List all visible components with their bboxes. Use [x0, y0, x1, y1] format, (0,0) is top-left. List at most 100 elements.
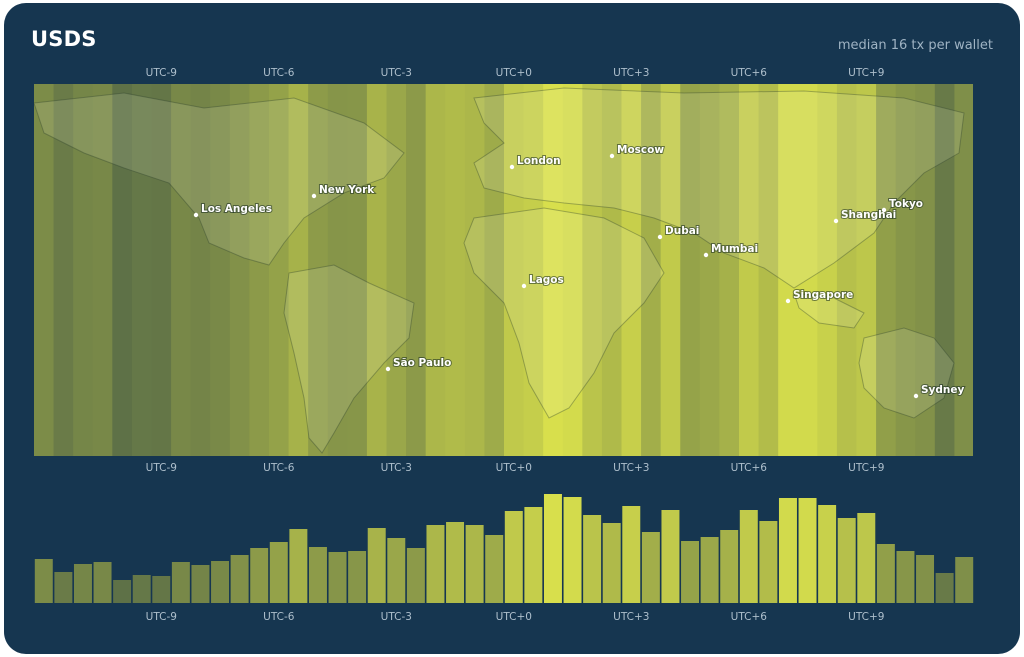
histogram-bar: [739, 510, 758, 603]
timezone-band: [543, 84, 564, 456]
timezone-band: [445, 84, 466, 456]
timezone-band: [347, 84, 368, 456]
middle-axis-ticks: UTC-9 UTC-6 UTC-3 UTC+0 UTC+3 UTC+6 UTC+9: [146, 462, 885, 474]
histogram-bar: [681, 541, 700, 603]
histogram-bar: [387, 538, 406, 603]
histogram-bar: [406, 548, 425, 603]
timezone-band: [699, 84, 721, 456]
histogram-bar: [720, 530, 739, 603]
axis-tick-label: UTC+6: [731, 462, 768, 474]
axis-tick-label: UTC+0: [496, 462, 532, 474]
landmass-north-america: [33, 92, 405, 266]
city-label: Lagos: [529, 274, 564, 286]
timezone-band: [641, 84, 662, 456]
top-axis-ticks: UTC-9 UTC-6 UTC-3 UTC+0 UTC+3 UTC+6 UTC+9: [146, 67, 885, 79]
timezone-band: [876, 84, 897, 456]
landmass-south-america: [283, 264, 415, 454]
histogram-bars: [34, 494, 974, 603]
city-label: São Paulo: [393, 357, 451, 369]
histogram-bar: [191, 565, 210, 603]
timezone-band: [836, 84, 858, 456]
histogram-bar: [504, 511, 523, 603]
histogram-bar: [818, 505, 837, 603]
city-label: Sydney: [921, 384, 965, 396]
timezone-band: [288, 84, 309, 456]
timezone-band: [562, 84, 583, 456]
histogram-bar: [700, 537, 719, 603]
city-dot: [609, 153, 615, 159]
histogram-bar: [269, 542, 288, 603]
histogram-bar: [73, 564, 92, 603]
histogram-bar: [798, 498, 817, 603]
axis-tick-label: UTC-3: [381, 611, 412, 623]
landmass-southeast-asia: [793, 292, 865, 329]
landmass-europe-asia: [473, 87, 965, 289]
axis-tick-label: UTC+0: [496, 67, 532, 79]
histogram-bar: [876, 544, 895, 603]
histogram-bar: [602, 523, 621, 603]
histogram-bar: [524, 507, 543, 603]
city-dot: [385, 366, 391, 372]
histogram-bar: [113, 580, 132, 603]
timezone-band: [797, 84, 818, 456]
land-masses: [33, 87, 965, 454]
city-dot: [785, 298, 791, 304]
timezone-band: [895, 84, 916, 456]
city-label: Tokyo: [889, 198, 923, 210]
histogram-bar: [661, 510, 680, 603]
histogram-bar: [230, 555, 249, 603]
timezone-band: [386, 84, 407, 456]
timezone-band: [151, 84, 172, 456]
axis-tick-label: UTC+0: [496, 611, 532, 623]
histogram-bar: [641, 532, 660, 603]
landmass-australia: [858, 327, 955, 419]
histogram-bar: [583, 515, 602, 603]
chart-title: USDS: [31, 27, 97, 51]
histogram-bar: [837, 518, 856, 603]
timezone-band: [680, 84, 701, 456]
timezone-band: [366, 84, 388, 456]
timezone-band: [856, 84, 877, 456]
histogram-bar: [250, 548, 269, 603]
histogram-bar: [308, 547, 327, 603]
city-markers: Los Angeles New York London Moscow Dubai Mumb…: [193, 143, 966, 399]
axis-tick-label: UTC+9: [848, 67, 884, 79]
axis-tick-label: UTC+9: [848, 611, 884, 623]
timezone-band: [954, 84, 973, 456]
city-label: New York: [319, 184, 375, 196]
histogram-bar: [916, 555, 935, 603]
histogram-bar: [348, 551, 367, 603]
timezone-band: [73, 84, 94, 456]
histogram-bar: [485, 535, 504, 603]
timezone-band: [249, 84, 270, 456]
histogram-bar: [543, 494, 562, 603]
timezone-band: [758, 84, 779, 456]
timezone-band: [210, 84, 231, 456]
histogram-bar: [465, 525, 484, 603]
histogram-bar: [367, 528, 386, 603]
city-label: Moscow: [617, 144, 664, 156]
axis-tick-label: UTC+6: [731, 67, 768, 79]
histogram-bar: [563, 497, 582, 603]
timezone-band: [601, 84, 623, 456]
city-dot: [913, 393, 919, 399]
city-dot: [703, 252, 709, 258]
axis-tick-label: UTC-9: [146, 462, 177, 474]
bottom-axis-ticks: UTC-9 UTC-6 UTC-3 UTC+0 UTC+3 UTC+6 UTC+9: [146, 611, 885, 623]
histogram-bar: [211, 561, 230, 603]
timezone-band: [660, 84, 681, 456]
histogram-bar: [171, 562, 190, 603]
city-label: Los Angeles: [201, 203, 272, 215]
city-dot: [193, 212, 199, 218]
axis-tick-label: UTC-3: [381, 67, 412, 79]
histogram-bar: [152, 576, 171, 603]
city-dot: [881, 207, 887, 213]
histogram-bar: [857, 513, 876, 603]
timezone-band: [484, 84, 505, 456]
landmass-africa: [463, 207, 665, 419]
axis-tick-label: UTC-6: [263, 67, 295, 79]
city-label: Singapore: [793, 289, 853, 301]
world-map: Los Angeles New York London Moscow Dubai Mumb…: [33, 84, 973, 456]
city-dot: [833, 218, 839, 224]
city-dot: [509, 164, 515, 170]
